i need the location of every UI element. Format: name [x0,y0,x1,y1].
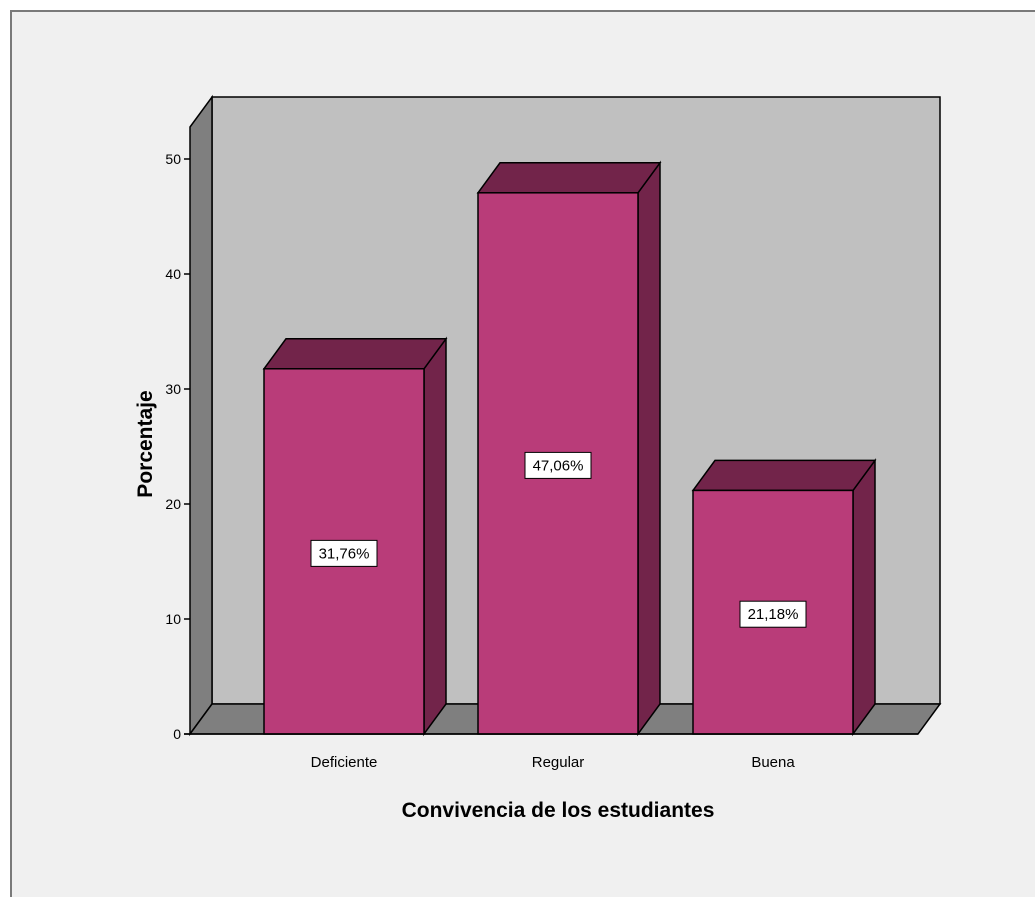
y-tick-label: 10 [165,611,181,627]
bar-side-face [637,160,661,737]
y-tick-label: 0 [173,726,181,742]
x-tick-label: Deficiente [311,754,378,771]
bar-regular: 47,06% [476,160,662,737]
bar-top-face [262,338,448,370]
side-wall [189,94,213,737]
data-label: 31,76% [319,545,370,562]
y-tick-label: 50 [165,151,181,167]
bar-buena: 21,18% [691,458,877,737]
data-label: 47,06% [533,457,584,474]
y-tick-label: 40 [165,266,181,282]
y-axis-title: Porcentaje [134,390,157,497]
bar-side-face [852,458,876,737]
bar-top-face [691,459,877,492]
y-tick-label: 30 [165,381,181,397]
x-tick-label: Buena [751,754,795,771]
data-label-box [739,600,807,628]
x-axis: Deficiente Regular Buena [184,733,918,771]
y-tick-label: 20 [165,496,181,512]
bar-chart: 0 10 20 30 40 50 31,76% 47,06% 21,18% Deficient… [134,94,942,822]
y-axis: 0 10 20 30 40 50 [165,151,190,742]
data-label-box [524,451,592,479]
bar-side-face [423,336,447,737]
bar-top-face [476,162,662,194]
data-label-box [310,539,378,567]
bars: 31,76% 47,06% 21,18% [262,160,877,737]
x-tick-label: Regular [532,754,585,771]
x-axis-title: Convivencia de los estudiantes [402,799,715,822]
data-label: 21,18% [748,606,799,623]
bar-deficiente: 31,76% [262,336,448,737]
chart-frame: 0 10 20 30 40 50 31,76% 47,06% 21,18% Deficient… [10,10,1035,897]
